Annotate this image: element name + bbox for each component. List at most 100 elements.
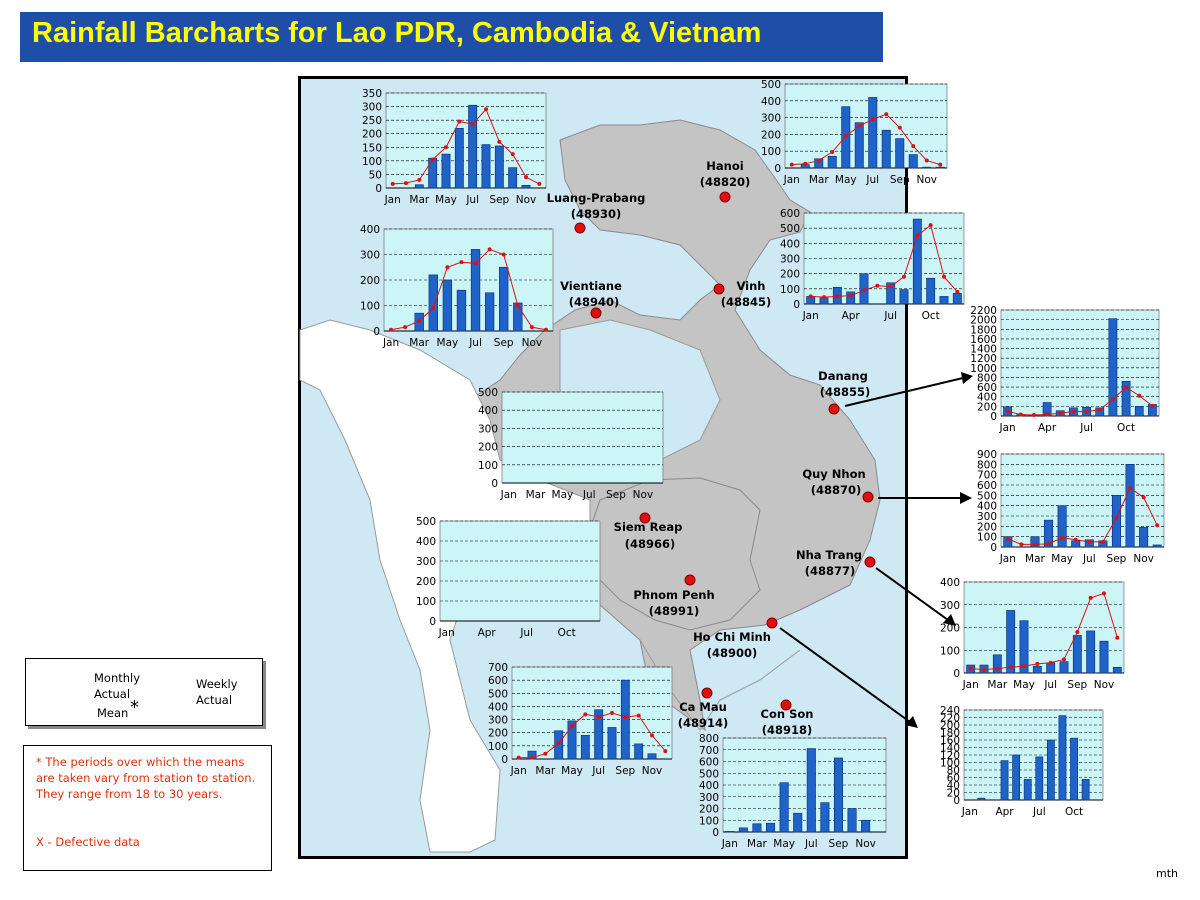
mean-point <box>1150 403 1155 408</box>
mean-point <box>1100 539 1105 544</box>
arrowhead-quy-nhon <box>960 492 972 504</box>
mean-point <box>1018 412 1023 417</box>
x-tick-label: Mar <box>747 838 767 850</box>
station-marker-nha-trang[interactable] <box>864 556 876 568</box>
mean-point <box>1155 523 1160 528</box>
y-tick-label: 300 <box>780 254 800 266</box>
x-tick-label: Mar <box>535 765 555 777</box>
x-tick-label: Mar <box>987 679 1007 691</box>
chart-phnom-penh: 0 100 200 300 400 500 Jan Apr Jul Oct <box>416 516 601 639</box>
x-tick-label: Jan <box>802 310 819 322</box>
station-name-quy-nhon: Quy Nhon <box>802 467 865 481</box>
station-marker-danang[interactable] <box>828 403 840 415</box>
bar-nov <box>647 753 657 760</box>
station-marker-siem-reap[interactable] <box>639 512 651 524</box>
y-tick-label: 0 <box>491 478 498 490</box>
bar-jun <box>454 127 464 189</box>
page-title: Rainfall Barcharts for Lao PDR, Cambodia… <box>32 17 762 49</box>
y-tick-label: 100 <box>416 596 436 608</box>
mean-point <box>650 733 654 738</box>
y-tick-label: 800 <box>977 372 997 384</box>
bar-aug <box>1059 661 1069 674</box>
x-tick-label: Jul <box>1082 553 1096 565</box>
y-tick-label: 900 <box>977 449 997 461</box>
bar-nov <box>521 184 531 189</box>
bar-aug <box>481 144 491 189</box>
y-tick-label: 300 <box>416 556 436 568</box>
x-tick-label: Jul <box>591 765 605 777</box>
y-tick-label: 400 <box>977 392 997 404</box>
bar-sep <box>833 757 843 833</box>
mean-point <box>524 175 528 180</box>
station-code-con-son: (48918) <box>762 723 813 737</box>
bar-sep <box>1108 318 1118 417</box>
notes-box: * The periods over which the means are t… <box>23 745 272 871</box>
y-tick-label: 100 <box>780 284 800 296</box>
y-tick-label: 400 <box>761 96 781 108</box>
mean-point <box>897 125 902 130</box>
station-name-vinh: Vinh <box>736 279 765 293</box>
y-tick-label: 100 <box>977 532 997 544</box>
station-marker-phnom-penh[interactable] <box>684 574 696 586</box>
x-tick-label: Jan <box>384 194 401 206</box>
y-tick-label: 200 <box>416 576 436 588</box>
station-marker-quy-nhon[interactable] <box>862 491 874 503</box>
y-tick-label: 300 <box>478 423 498 435</box>
x-tick-label: Sep <box>829 838 849 850</box>
mean-point <box>497 139 502 144</box>
bar-jul <box>868 97 878 169</box>
y-tick-label: 0 <box>712 827 719 839</box>
chart-hanoi: 0 100 200 300 400 500 Jan Mar May Jul Sep Nov <box>761 79 948 186</box>
mean-point <box>830 150 835 155</box>
mean-point <box>501 252 506 257</box>
bar-aug <box>820 802 830 833</box>
station-marker-luang-prabang[interactable] <box>574 222 586 234</box>
bar-apr <box>428 274 438 332</box>
bar-jun <box>1032 665 1042 674</box>
y-tick-label: 400 <box>478 405 498 417</box>
y-tick-label: 150 <box>362 142 382 154</box>
mean-point <box>445 265 450 270</box>
mean-point <box>1060 535 1065 540</box>
mean-point <box>487 247 492 252</box>
bar-may <box>1012 754 1021 801</box>
x-tick-label: Nov <box>917 174 938 186</box>
y-tick-label: 2000 <box>970 315 997 327</box>
station-marker-hanoi[interactable] <box>719 191 731 203</box>
bar-oct <box>847 808 857 833</box>
bar-may <box>1019 620 1029 674</box>
mean-point <box>902 274 906 279</box>
mean-point <box>928 223 933 228</box>
mean-point <box>610 711 614 715</box>
station-marker-vientiane[interactable] <box>590 307 602 319</box>
mean-point <box>390 181 395 186</box>
mean-line <box>1007 386 1153 416</box>
x-tick-label: Jan <box>510 765 527 777</box>
y-tick-label: 200 <box>478 442 498 454</box>
station-marker-ca-mau[interactable] <box>701 687 713 699</box>
mean-point <box>942 274 946 279</box>
station-labels: Hanoi (48820) Luang-Prabang (48930) Vien… <box>547 159 871 737</box>
mean-point <box>1046 541 1051 546</box>
legend: Monthly Actual Mean * Weekly Actual <box>25 658 263 726</box>
station-markers <box>574 191 876 711</box>
y-tick-label: 700 <box>699 745 719 757</box>
y-tick-label: 40 <box>947 780 960 792</box>
y-tick-label: 200 <box>940 720 960 732</box>
y-tick-label: 400 <box>780 238 800 250</box>
mean-period-note: * The periods over which the means are t… <box>36 755 256 801</box>
station-marker-con-son[interactable] <box>780 699 792 711</box>
station-marker-vinh[interactable] <box>713 283 725 295</box>
legend-monthly-label: Monthly <box>94 671 141 685</box>
mean-point <box>888 284 893 289</box>
station-marker-ho-chi-minh[interactable] <box>766 617 778 629</box>
bar-dec <box>952 293 962 305</box>
y-tick-label: 400 <box>940 577 960 589</box>
plot-area <box>511 666 673 760</box>
bar-aug <box>607 727 617 760</box>
y-tick-label: 700 <box>488 662 508 674</box>
chart-vientiane: 0 100 200 300 400 Jan Mar May Jul Sep Nov <box>360 224 554 349</box>
bar-apr <box>766 822 776 833</box>
x-tick-label: Jul <box>865 174 879 186</box>
